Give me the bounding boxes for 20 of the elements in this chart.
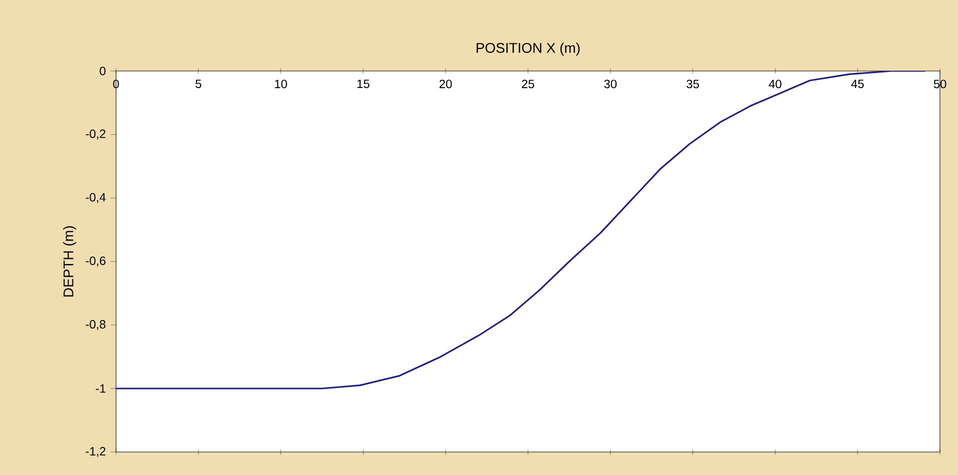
x-tick-label: 5 bbox=[196, 80, 202, 88]
y-tick-label: -0,6 bbox=[86, 256, 106, 266]
y-tick-label: -0,4 bbox=[86, 193, 106, 203]
x-axis-title: POSITION X (m) bbox=[476, 42, 580, 56]
y-tick-label: -0,2 bbox=[86, 130, 106, 140]
x-tick-label: 20 bbox=[440, 80, 452, 88]
y-tick-label: -1,2 bbox=[86, 447, 106, 457]
x-tick-label: 25 bbox=[522, 80, 534, 88]
y-tick-label: -0,8 bbox=[86, 320, 106, 330]
y-axis-title: DEPTH (m) bbox=[63, 226, 76, 296]
x-tick-label: 45 bbox=[851, 80, 864, 88]
x-tick-label: 50 bbox=[934, 80, 946, 88]
x-tick-label: 30 bbox=[604, 80, 617, 88]
x-tick-label: 35 bbox=[686, 80, 699, 88]
y-tick-label: 0 bbox=[100, 66, 106, 76]
x-tick-label: 15 bbox=[357, 80, 370, 88]
y-tick-label: -1 bbox=[96, 384, 106, 393]
x-tick-label: 10 bbox=[275, 80, 288, 88]
x-tick-label: 40 bbox=[768, 80, 782, 88]
x-tick-label: 0 bbox=[113, 80, 119, 88]
